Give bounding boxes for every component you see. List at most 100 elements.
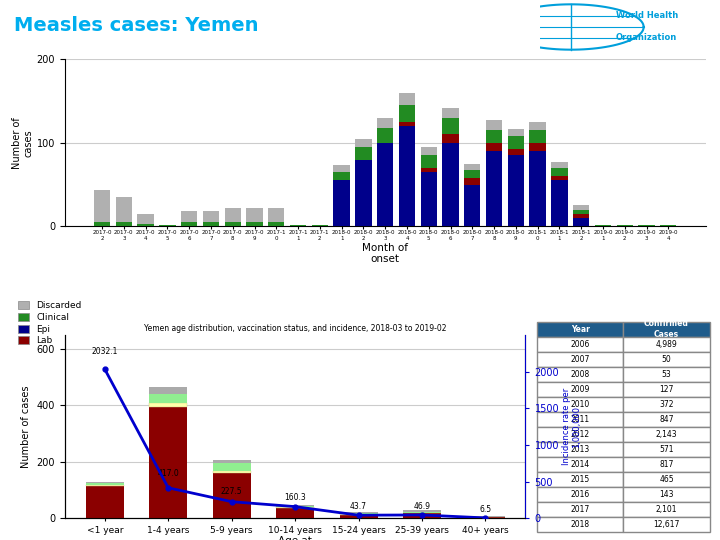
- Bar: [138, 224, 154, 226]
- Bar: [333, 172, 350, 180]
- Bar: [149, 394, 187, 403]
- Text: 2032.1: 2032.1: [91, 347, 118, 356]
- Bar: [268, 222, 284, 226]
- Bar: [403, 514, 441, 518]
- Bar: [399, 126, 415, 226]
- Bar: [420, 156, 437, 168]
- Bar: [276, 507, 314, 508]
- Bar: [508, 156, 524, 226]
- Bar: [333, 180, 350, 226]
- Bar: [86, 482, 124, 483]
- Bar: [225, 222, 241, 226]
- Bar: [573, 205, 590, 210]
- Bar: [616, 225, 633, 226]
- Bar: [212, 471, 251, 473]
- Bar: [573, 214, 590, 218]
- Y-axis label: Number of
cases: Number of cases: [12, 117, 34, 168]
- Bar: [203, 211, 219, 222]
- Bar: [552, 168, 567, 176]
- Bar: [290, 225, 306, 226]
- Y-axis label: Incidence rate per
1,000,000: Incidence rate per 1,000,000: [562, 388, 581, 465]
- Bar: [116, 222, 132, 226]
- Bar: [212, 473, 251, 518]
- Bar: [464, 178, 480, 185]
- Bar: [94, 191, 110, 222]
- Bar: [573, 210, 590, 214]
- Bar: [377, 128, 393, 143]
- Bar: [94, 222, 110, 226]
- Bar: [212, 463, 251, 471]
- Bar: [181, 211, 197, 222]
- Text: 6.5: 6.5: [480, 505, 492, 514]
- Bar: [486, 120, 503, 130]
- Bar: [486, 130, 503, 143]
- Bar: [420, 168, 437, 172]
- Bar: [573, 218, 590, 226]
- Bar: [138, 214, 154, 224]
- Bar: [225, 208, 241, 222]
- Bar: [268, 208, 284, 222]
- Bar: [508, 136, 524, 149]
- Bar: [159, 225, 176, 226]
- Text: Measles cases: Yemen: Measles cases: Yemen: [14, 16, 259, 35]
- Bar: [660, 225, 677, 226]
- Bar: [246, 208, 263, 222]
- Bar: [399, 93, 415, 105]
- Bar: [639, 225, 654, 226]
- Text: 417.0: 417.0: [158, 469, 179, 478]
- Text: 43.7: 43.7: [350, 502, 367, 511]
- Bar: [508, 148, 524, 156]
- X-axis label: Age at
onset: Age at onset: [278, 536, 312, 540]
- Bar: [529, 151, 546, 226]
- Text: World Health: World Health: [616, 11, 678, 19]
- Text: Organization: Organization: [616, 33, 678, 42]
- Bar: [467, 517, 505, 518]
- Bar: [420, 172, 437, 226]
- Bar: [529, 143, 546, 151]
- Bar: [355, 139, 372, 147]
- Bar: [420, 147, 437, 156]
- Bar: [552, 180, 567, 226]
- Legend: Discarded, Clinical, Epi, Lab: Discarded, Clinical, Epi, Lab: [18, 301, 81, 346]
- Bar: [529, 130, 546, 143]
- Bar: [595, 225, 611, 226]
- Bar: [149, 403, 187, 407]
- Bar: [552, 162, 567, 168]
- Bar: [149, 387, 187, 394]
- Bar: [442, 134, 459, 143]
- Bar: [377, 143, 393, 226]
- Title: Yemen age distribution, vaccination status, and incidence, 2018-03 to 2019-02: Yemen age distribution, vaccination stat…: [144, 323, 446, 333]
- Bar: [340, 515, 377, 518]
- Text: 46.9: 46.9: [413, 502, 431, 510]
- Bar: [403, 513, 441, 514]
- Bar: [86, 485, 124, 486]
- Bar: [86, 483, 124, 485]
- Bar: [355, 159, 372, 226]
- Bar: [464, 164, 480, 170]
- Bar: [149, 407, 187, 518]
- Bar: [399, 105, 415, 122]
- Bar: [355, 147, 372, 159]
- Y-axis label: Number of cases: Number of cases: [21, 386, 31, 468]
- Bar: [442, 143, 459, 226]
- Bar: [86, 486, 124, 518]
- Bar: [377, 118, 393, 128]
- Bar: [203, 222, 219, 226]
- Bar: [212, 460, 251, 463]
- Bar: [552, 176, 567, 180]
- Bar: [312, 225, 328, 226]
- Text: 227.5: 227.5: [221, 487, 243, 496]
- Bar: [442, 108, 459, 118]
- X-axis label: Month of
onset: Month of onset: [362, 242, 408, 264]
- Bar: [529, 122, 546, 130]
- Bar: [464, 170, 480, 178]
- Bar: [276, 505, 314, 507]
- Bar: [340, 514, 377, 515]
- Bar: [486, 151, 503, 226]
- Bar: [340, 512, 377, 514]
- Bar: [246, 222, 263, 226]
- Bar: [333, 165, 350, 172]
- Bar: [403, 511, 441, 513]
- Bar: [442, 118, 459, 134]
- Text: 160.3: 160.3: [284, 493, 306, 502]
